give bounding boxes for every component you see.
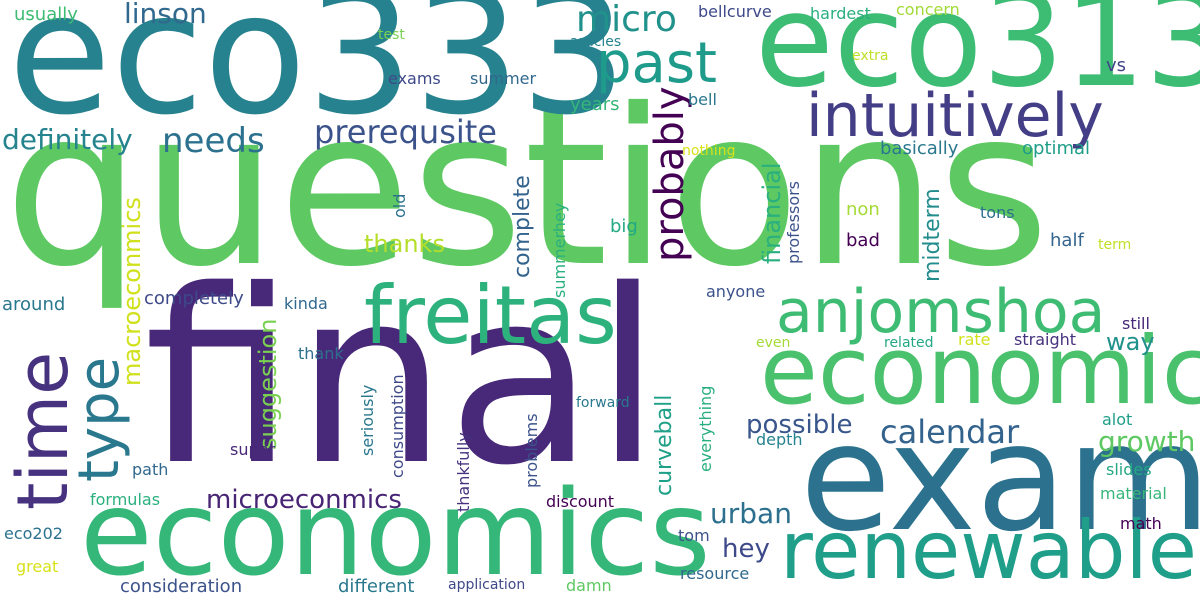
word-complete: complete bbox=[510, 175, 535, 278]
word-path: path bbox=[132, 460, 169, 479]
word-renewable: renewable bbox=[780, 504, 1197, 597]
word-slides: slides bbox=[1106, 460, 1152, 479]
word-past: past bbox=[596, 31, 717, 96]
word-urban: urban bbox=[710, 497, 792, 530]
word-eco333: eco333 bbox=[8, 0, 628, 152]
word-microeconmics: microeconmics bbox=[206, 485, 402, 515]
word-thankfully: thankfully bbox=[454, 432, 473, 512]
word-even: even bbox=[756, 335, 791, 351]
word-alot: alot bbox=[1102, 410, 1133, 429]
word-way: way bbox=[1106, 328, 1155, 356]
word-thank: thank bbox=[298, 344, 344, 363]
word-extra: extra bbox=[852, 48, 889, 64]
word-different: different bbox=[338, 576, 415, 597]
word-around: around bbox=[2, 294, 66, 315]
word-financial: financial bbox=[758, 162, 786, 264]
word-hardest: hardest bbox=[810, 4, 871, 23]
word-kinda: kinda bbox=[284, 294, 328, 313]
word-nothing: nothing bbox=[682, 143, 736, 159]
word-bad: bad bbox=[846, 230, 880, 251]
word-bellcurve: bellcurve bbox=[698, 2, 772, 21]
word-anyone: anyone bbox=[706, 282, 766, 301]
word-freitas: freitas bbox=[364, 269, 617, 362]
word-formulas: formulas bbox=[90, 490, 161, 509]
word-tom: tom bbox=[678, 526, 710, 545]
word-final: final bbox=[144, 238, 662, 518]
word-usually: usually bbox=[14, 4, 78, 25]
word-thanks: thanks bbox=[364, 230, 445, 258]
word-damn: damn bbox=[566, 576, 612, 595]
word-anjomshoa: anjomshoa bbox=[776, 277, 1106, 347]
word-still: still bbox=[1122, 314, 1150, 333]
word-optimal: optimal bbox=[1022, 138, 1091, 159]
word-forward: forward bbox=[576, 395, 630, 411]
word-micro: micro bbox=[576, 0, 677, 40]
word-concern: concern bbox=[896, 0, 960, 19]
word-depth: depth bbox=[756, 430, 803, 449]
word-prerequsite: prerequsite bbox=[314, 113, 497, 151]
word-math: math bbox=[1120, 514, 1162, 533]
word-problems: problems bbox=[522, 413, 541, 488]
word-possible: possible bbox=[746, 410, 853, 440]
word-old: old bbox=[390, 193, 409, 218]
word-intuitively: intuitively bbox=[806, 81, 1104, 151]
word-bell: bell bbox=[688, 90, 717, 109]
word-summer: summer bbox=[470, 69, 537, 88]
word-application: application bbox=[448, 577, 526, 593]
word-seriously: seriously bbox=[358, 384, 377, 456]
word-needs: needs bbox=[162, 121, 265, 161]
word-eco313: eco313 bbox=[755, 0, 1200, 116]
word-material: material bbox=[1100, 484, 1167, 503]
word-basically: basically bbox=[880, 138, 959, 159]
word-probably: probably bbox=[647, 86, 693, 262]
word-completely: completely bbox=[144, 288, 244, 309]
word-curveball: curveball bbox=[652, 394, 677, 496]
word-super: super bbox=[230, 440, 276, 459]
word-macroeconmics: macroeconmics bbox=[118, 197, 146, 386]
word-resource: resource bbox=[680, 564, 750, 583]
word-eco202: eco202 bbox=[4, 524, 63, 543]
word-non: non bbox=[846, 199, 880, 220]
word-exams: exams bbox=[388, 69, 441, 88]
word-half: half bbox=[1050, 230, 1084, 251]
word-term: term bbox=[1098, 237, 1132, 253]
word-summerhey: summerhey bbox=[550, 202, 569, 298]
word-everything: everything bbox=[696, 385, 715, 472]
word-economic: economic bbox=[760, 317, 1200, 426]
word-years: years bbox=[570, 94, 620, 115]
word-growth: growth bbox=[1098, 425, 1196, 458]
word-rate: rate bbox=[958, 330, 991, 349]
word-questions: questions bbox=[4, 63, 1050, 314]
word-hey: hey bbox=[722, 534, 770, 564]
word-linson: linson bbox=[124, 0, 207, 30]
word-discount: discount bbox=[546, 492, 615, 511]
word-exam: exam bbox=[800, 392, 1200, 564]
word-big: big bbox=[610, 216, 638, 237]
word-suggestion: suggestion bbox=[254, 318, 282, 450]
word-tons: tons bbox=[980, 203, 1015, 222]
word-vs: vs bbox=[1106, 55, 1127, 76]
word-straight: straight bbox=[1014, 330, 1077, 349]
word-calendar: calendar bbox=[880, 413, 1020, 451]
word-midterm: midterm bbox=[920, 188, 945, 282]
word-economics: economics bbox=[80, 464, 711, 600]
word-articles: articles bbox=[570, 34, 622, 50]
word-related: related bbox=[884, 335, 934, 351]
word-definitely: definitely bbox=[2, 123, 133, 156]
word-professors: professors bbox=[784, 180, 803, 264]
word-great: great bbox=[16, 557, 59, 576]
word-consideration: consideration bbox=[120, 576, 243, 597]
word-test: test bbox=[378, 27, 405, 43]
word-consumption: consumption bbox=[388, 374, 407, 478]
